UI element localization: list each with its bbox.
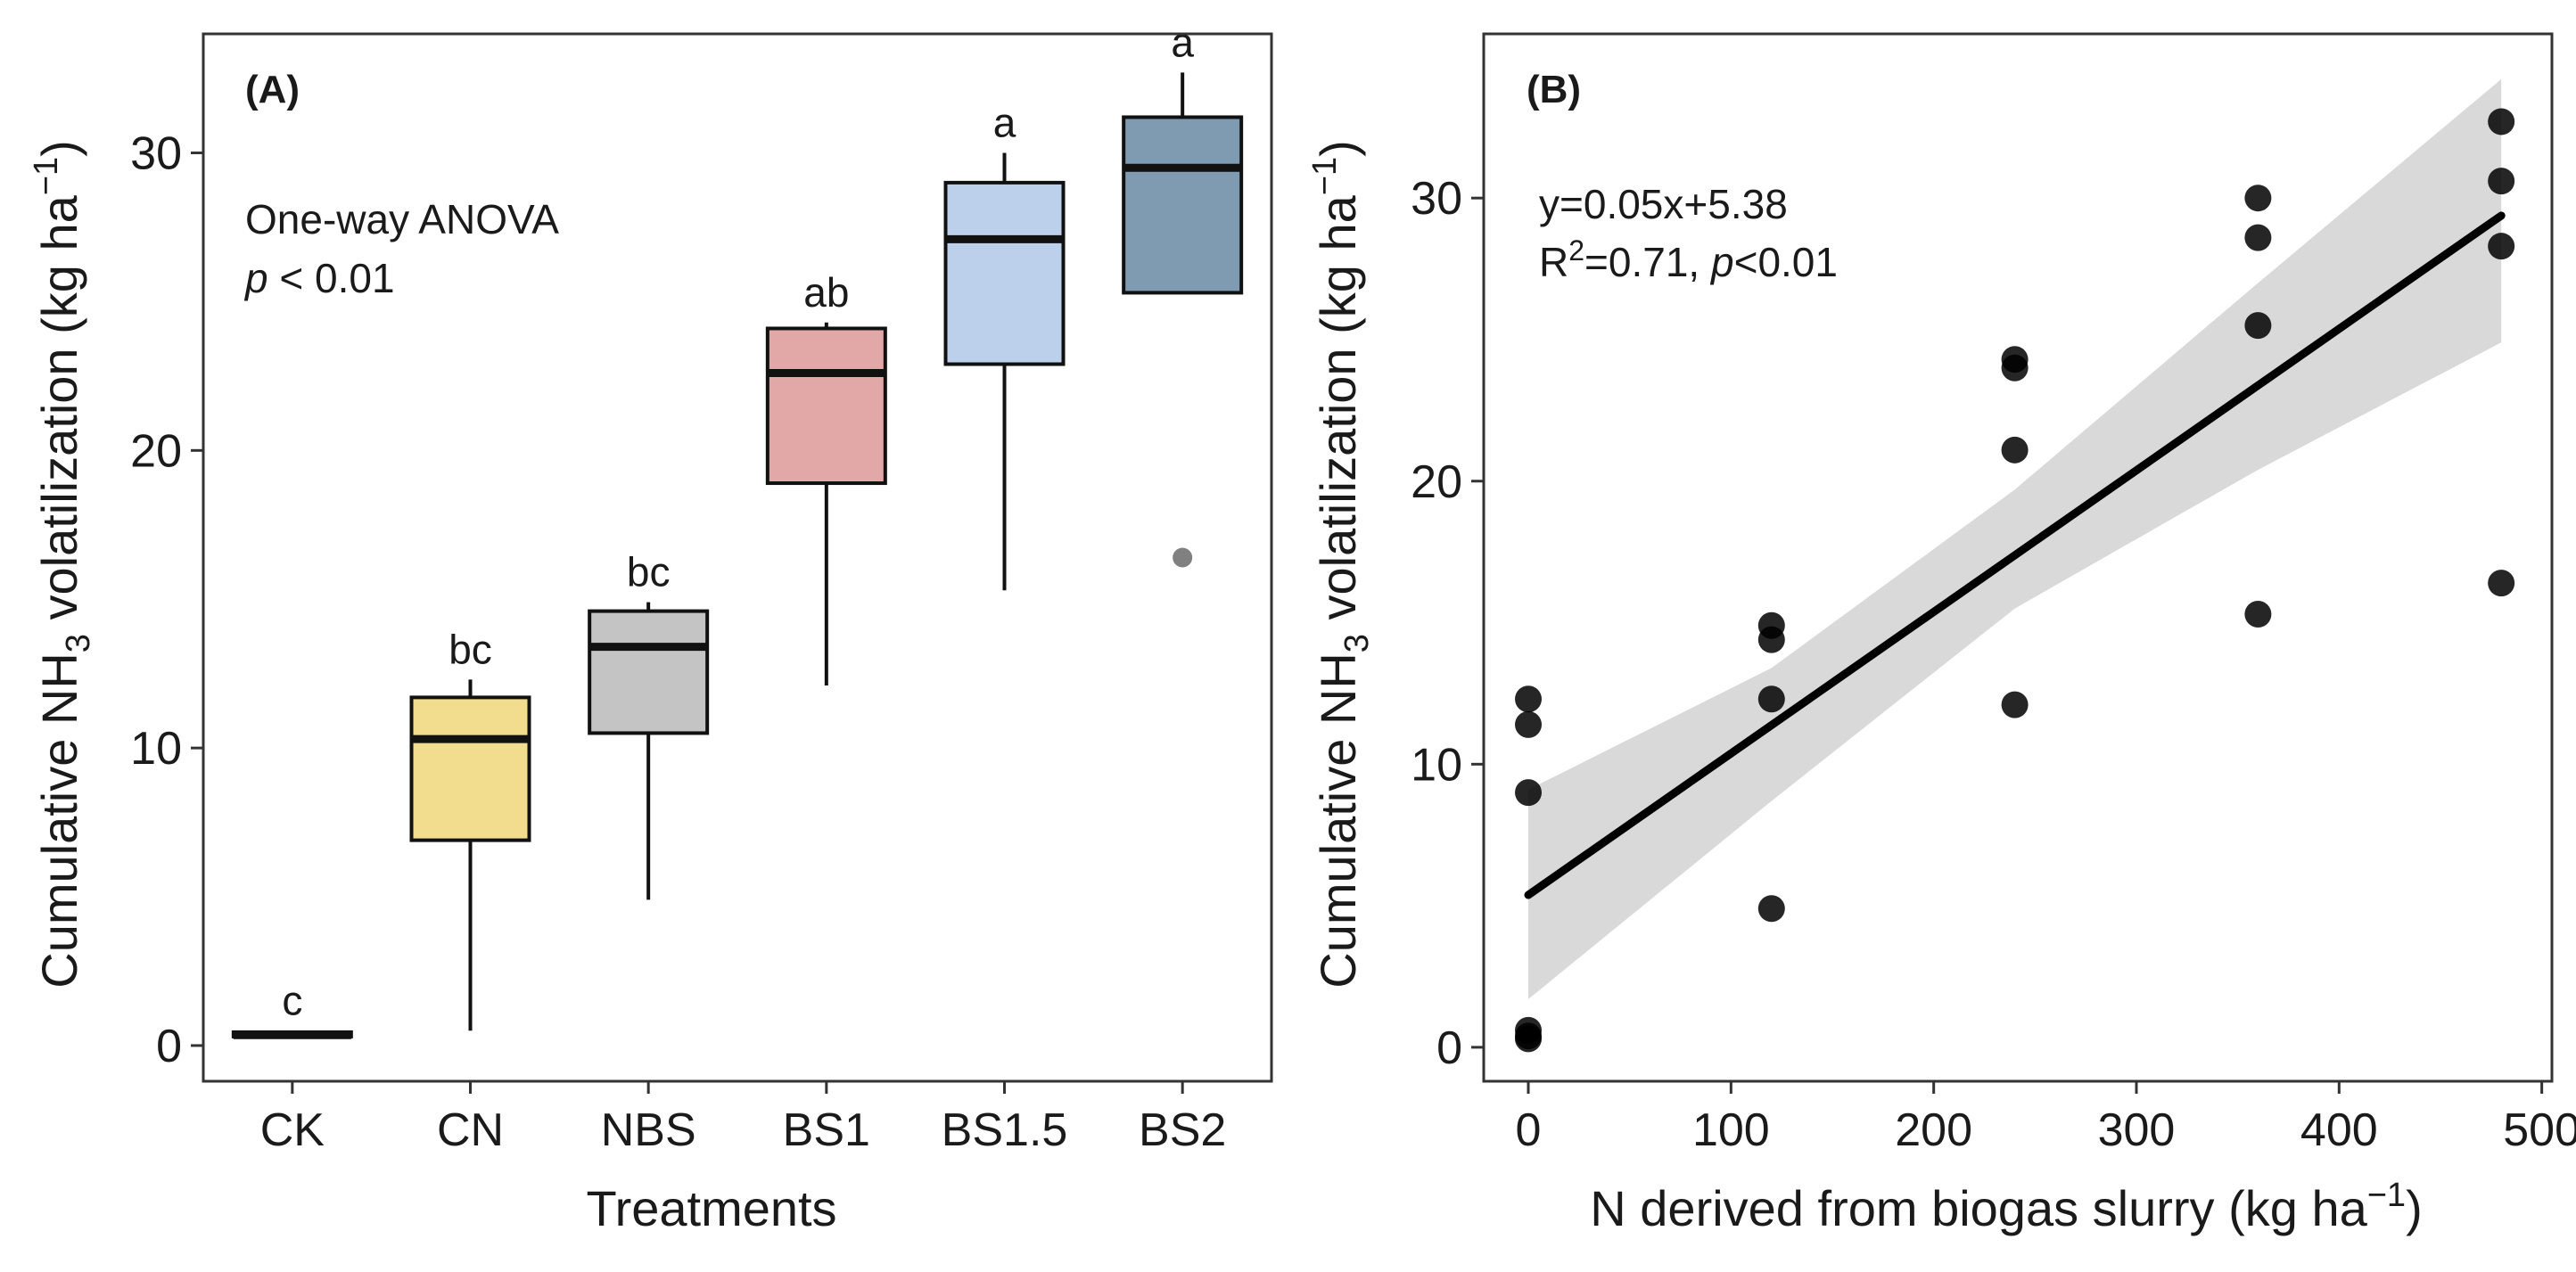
x-tick-label: CK: [260, 1104, 325, 1156]
panel-b-scatter: (B) y=0.05x+5.38 R2=0.71, p<0.01 0 10 20 30…: [1306, 32, 2576, 1236]
box-cn: bc: [409, 626, 531, 1031]
box-ck: c: [231, 977, 353, 1039]
significance-letter: bc: [627, 549, 671, 595]
box-iqr: [765, 326, 887, 486]
data-point: [2244, 185, 2272, 212]
significance-letter: ab: [803, 269, 849, 316]
data-point: [1757, 685, 1785, 713]
data-point: [1515, 710, 1543, 738]
box-bs1: ab: [765, 269, 887, 686]
confidence-band: [1528, 78, 2502, 999]
x-tick-label: BS2: [1139, 1104, 1226, 1156]
y-tick-label: 20: [1411, 456, 1462, 508]
x-tick-label: BS1.5: [942, 1104, 1068, 1156]
box-iqr: [943, 180, 1066, 366]
y-tick-label: 0: [1436, 1022, 1462, 1074]
x-tick-label: 0: [1516, 1104, 1542, 1156]
box-nbs: bc: [588, 549, 710, 900]
significance-letter: bc: [449, 626, 492, 672]
data-point: [2488, 570, 2515, 597]
data-point: [2001, 436, 2029, 464]
x-tick-label: NBS: [601, 1104, 696, 1156]
anova-p-value: p < 0.01: [243, 255, 395, 301]
box-bs1-5: a: [943, 100, 1066, 591]
data-point: [1515, 685, 1543, 713]
regression-r2: R2=0.71, p<0.01: [1539, 234, 1838, 285]
panel-a-frame: [202, 32, 1273, 1083]
panel-a-y-axis-title: Cumulative NH3 volatilization (kg ha−1): [28, 140, 97, 989]
significance-letter: a: [1171, 19, 1194, 65]
data-point: [2244, 224, 2272, 251]
box-outlier: [1173, 547, 1193, 568]
regression-equation: y=0.05x+5.38: [1539, 181, 1788, 227]
data-point: [2244, 312, 2272, 340]
x-tick-label: 100: [1692, 1104, 1770, 1156]
x-tick-label: CN: [437, 1104, 504, 1156]
box-iqr: [409, 695, 531, 842]
panel-a-x-axis-title: Treatments: [586, 1180, 836, 1236]
anova-label: One-way ANOVA: [245, 196, 559, 242]
y-tick-label: 10: [1411, 739, 1462, 791]
y-tick-label: 10: [130, 723, 182, 775]
panel-a-boxplot: c bc bc ab a a (A) One-way ANOVA p < 0.01 0 10…: [28, 19, 1273, 1236]
data-point: [1515, 779, 1543, 807]
data-point: [2488, 233, 2515, 260]
x-tick-label: 200: [1895, 1104, 1972, 1156]
box-iqr: [1122, 115, 1244, 295]
data-point: [1757, 626, 1785, 653]
panel-b-label: (B): [1527, 68, 1581, 111]
significance-letter: a: [993, 100, 1016, 146]
x-tick-label: BS1: [783, 1104, 870, 1156]
data-point: [1515, 1022, 1543, 1050]
panel-b-frame: [1482, 32, 2554, 1083]
panel-a-label: (A): [245, 68, 300, 111]
data-point: [2488, 108, 2515, 135]
data-point: [2488, 168, 2515, 195]
significance-letter: c: [282, 977, 302, 1023]
data-point: [2244, 601, 2272, 628]
y-tick-label: 30: [1411, 173, 1462, 225]
x-tick-label: 400: [2300, 1104, 2378, 1156]
data-point: [1757, 895, 1785, 923]
regression-line: [1524, 211, 2506, 899]
box-iqr: [588, 609, 710, 735]
y-tick-label: 20: [130, 425, 182, 477]
x-tick-label: 500: [2503, 1104, 2576, 1156]
panel-b-y-axis-title: Cumulative NH3 volatilization (kg ha−1): [1306, 140, 1376, 989]
data-point: [2001, 691, 2029, 718]
y-tick-label: 0: [156, 1021, 182, 1072]
x-tick-label: 300: [2098, 1104, 2176, 1156]
data-point: [2001, 354, 2029, 382]
box-bs2: a: [1122, 19, 1244, 568]
y-tick-label: 30: [130, 128, 182, 180]
panel-b-x-axis-title: N derived from biogas slurry (kg ha−1): [1590, 1177, 2422, 1236]
